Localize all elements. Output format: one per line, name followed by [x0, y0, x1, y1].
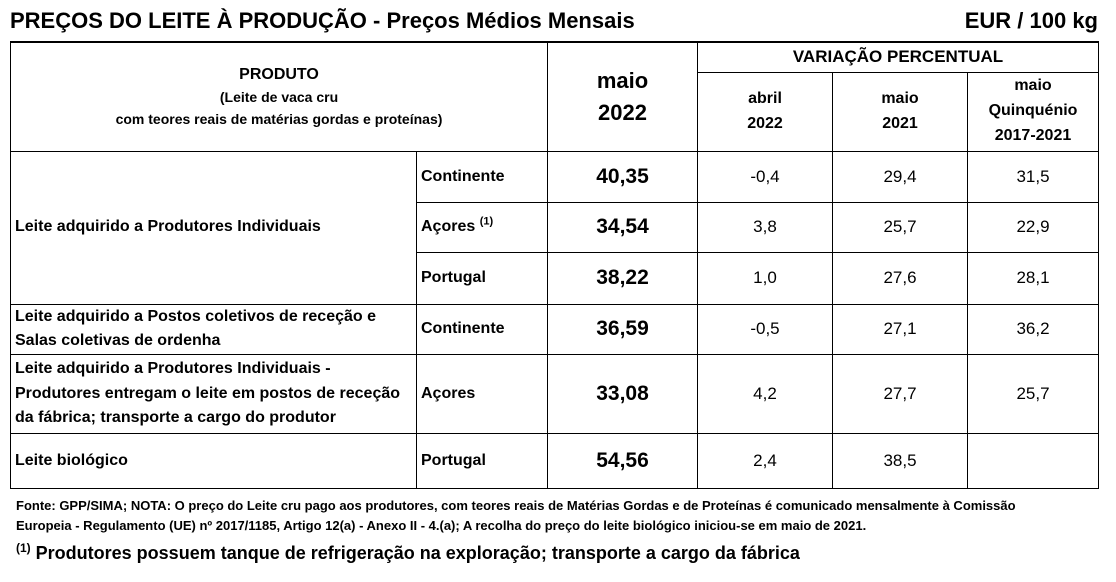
- var-col-header-maio-2021: maio 2021: [832, 71, 968, 152]
- footnote-text: Produtores possuem tanque de refrigeraçã…: [30, 543, 800, 563]
- product-cell: Leite biológico: [10, 433, 417, 490]
- product-line: Leite adquirido a Produtores Individuais…: [15, 359, 331, 377]
- var-cell: 25,7: [832, 201, 968, 253]
- region-cell: Portugal: [416, 251, 548, 305]
- price-column-header: maio 2022: [547, 41, 698, 152]
- var-col-line: 2022: [747, 114, 783, 132]
- region-cell: Continente: [416, 150, 548, 203]
- var-col-line: 2021: [882, 114, 918, 132]
- price-cell: 40,35: [547, 150, 698, 203]
- var-cell: -0,5: [697, 303, 833, 356]
- price-cell: 36,59: [547, 303, 698, 356]
- region-cell: Continente: [416, 303, 548, 356]
- price-cell: 34,54: [547, 201, 698, 253]
- var-cell: -0,4: [697, 150, 833, 203]
- table-row: Leite adquirido a Produtores Individuais…: [10, 354, 1099, 435]
- var-cell: 4,2: [697, 354, 833, 435]
- footnote: (1) Produtores possuem tanque de refrige…: [16, 541, 1106, 564]
- product-line: Leite biológico: [15, 451, 128, 469]
- table-row: Leite adquirido a Produtores Individuais…: [10, 150, 1099, 305]
- product-line: Leite adquirido a Produtores Individuais: [15, 218, 321, 236]
- product-line: Produtores entregam o leite em postos de…: [15, 384, 401, 402]
- table-row: Leite biológico Portugal 54,56 2,4 38,5: [10, 433, 1099, 490]
- region-cell: Açores (1): [416, 201, 548, 253]
- var-col-line: maio: [1014, 77, 1052, 95]
- product-cell: Leite adquirido a Produtores Individuais…: [10, 354, 417, 435]
- var-cell: 36,2: [967, 303, 1099, 356]
- title-row: PREÇOS DO LEITE À PRODUÇÃO - Preços Médi…: [10, 6, 1098, 40]
- price-cell: 54,56: [547, 433, 698, 490]
- prices-table: PRODUTO (Leite de vaca cru com teores re…: [10, 41, 1099, 490]
- var-col-line: abril: [748, 89, 782, 107]
- var-cell: 28,1: [967, 251, 1099, 305]
- source-note: Fonte: GPP/SIMA; NOTA: O preço do Leite …: [16, 496, 1106, 536]
- produto-subtitle-2: com teores reais de matérias gordas e pr…: [115, 111, 443, 128]
- var-cell: 2,4: [697, 433, 833, 490]
- price-cell: 38,22: [547, 251, 698, 305]
- product-cell: Leite adquirido a Postos coletivos de re…: [10, 303, 417, 356]
- var-cell: 27,1: [832, 303, 968, 356]
- region-cell: Açores: [416, 354, 548, 435]
- variation-header: VARIAÇÃO PERCENTUAL: [697, 41, 1099, 73]
- product-line: Leite adquirido a Postos coletivos de re…: [15, 307, 377, 325]
- var-cell: 1,0: [697, 251, 833, 305]
- region-label: Continente: [421, 167, 505, 185]
- var-col-line: maio: [881, 89, 919, 107]
- var-cell: 25,7: [967, 354, 1099, 435]
- var-cell: 38,5: [832, 433, 968, 490]
- page-title: PREÇOS DO LEITE À PRODUÇÃO - Preços Médi…: [10, 8, 635, 33]
- produto-subtitle-1: (Leite de vaca cru: [219, 89, 339, 106]
- table-row: Leite adquirido a Postos coletivos de re…: [10, 303, 1099, 356]
- var-cell: 29,4: [832, 150, 968, 203]
- region-cell: Portugal: [416, 433, 548, 490]
- var-cell: 27,7: [832, 354, 968, 435]
- produto-header: PRODUTO (Leite de vaca cru com teores re…: [10, 41, 548, 152]
- product-line: da fábrica; transporte a cargo do produt…: [15, 409, 336, 427]
- var-col-line: Quinquénio: [988, 102, 1078, 120]
- region-label: Açores: [421, 218, 476, 235]
- product-line: Salas coletivas de ordenha: [15, 332, 221, 350]
- var-cell: [967, 433, 1099, 490]
- source-line: Fonte: GPP/SIMA; NOTA: O preço do Leite …: [16, 498, 1016, 513]
- var-col-header-abril-2022: abril 2022: [697, 71, 833, 152]
- price-cell: 33,08: [547, 354, 698, 435]
- var-col-line: 2017-2021: [994, 126, 1072, 144]
- region-label: Portugal: [421, 452, 486, 470]
- footnote-mark: (1): [479, 215, 494, 228]
- price-col-line2: 2022: [598, 99, 647, 125]
- var-col-header-quinquenio: maio Quinquénio 2017-2021: [967, 71, 1099, 152]
- region-label: Continente: [421, 320, 505, 338]
- product-cell: Leite adquirido a Produtores Individuais: [10, 150, 417, 305]
- table-row: Portugal 38,22 1,0 27,6 28,1: [11, 251, 1099, 305]
- price-col-line1: maio: [596, 67, 649, 93]
- var-cell: 31,5: [967, 150, 1099, 203]
- source-line: Europeia - Regulamento (UE) nº 2017/1185…: [16, 518, 867, 533]
- var-cell: 3,8: [697, 201, 833, 253]
- unit-label: EUR / 100 kg: [964, 8, 1098, 33]
- table-row: Açores (1) 34,54 3,8 25,7 22,9: [11, 201, 1099, 253]
- region-label: Açores: [421, 385, 476, 403]
- var-cell: 27,6: [832, 251, 968, 305]
- footnote-marker: (1): [16, 541, 31, 555]
- region-label: Portugal: [421, 269, 486, 286]
- var-cell: 22,9: [967, 201, 1099, 253]
- produto-title: PRODUTO: [239, 65, 319, 83]
